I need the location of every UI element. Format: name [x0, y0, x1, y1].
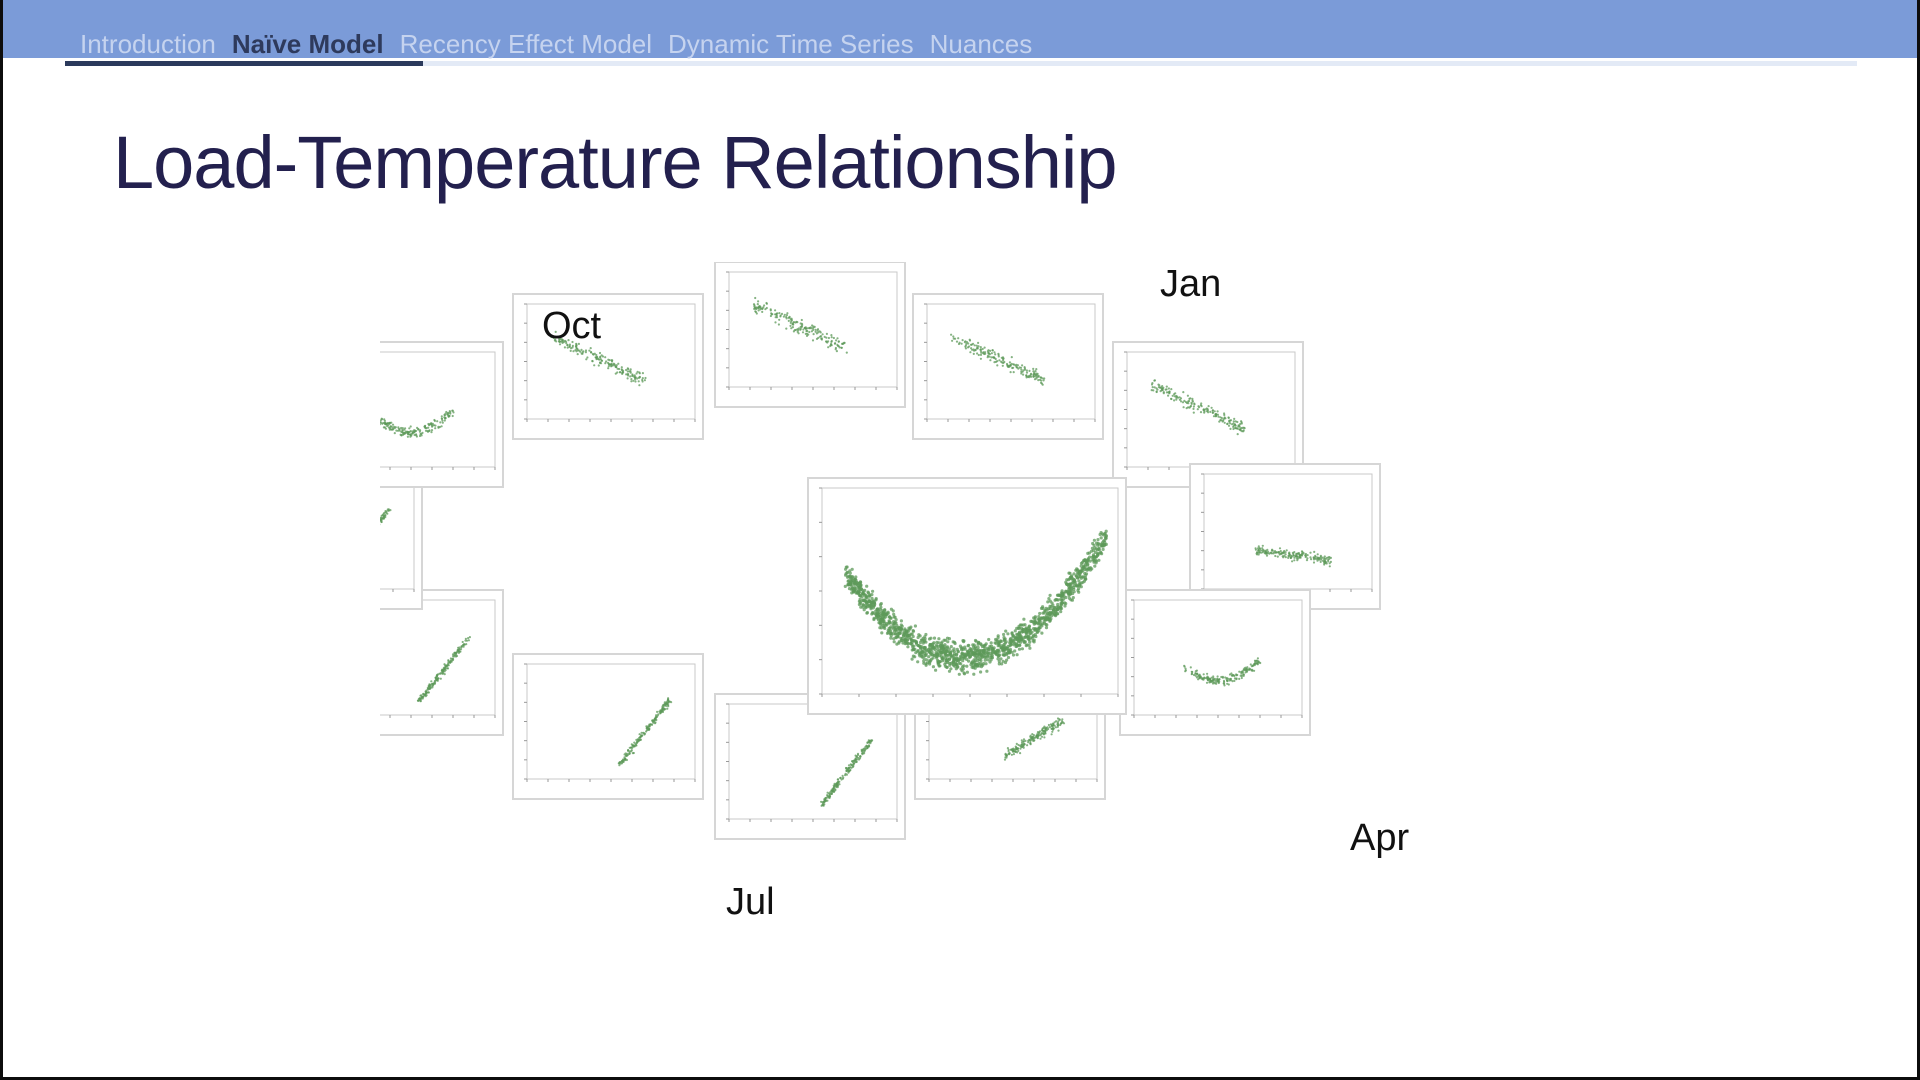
section-nav: Introduction Naïve Model Recency Effect … — [80, 24, 1032, 64]
slide-title: Load-Temperature Relationship — [113, 121, 1117, 204]
panel-jan — [912, 293, 1104, 440]
month-label-oct: Oct — [542, 305, 602, 347]
panel-jun — [714, 693, 906, 840]
panel-jul — [512, 653, 704, 800]
section-progress-track — [65, 61, 1857, 66]
navigation-bar: Introduction Naïve Model Recency Effect … — [3, 0, 1917, 59]
nav-item-nuances[interactable]: Nuances — [929, 29, 1033, 59]
panel-apr — [1119, 589, 1311, 736]
panel-aug — [380, 589, 504, 736]
nav-item-dynamic-time-series[interactable]: Dynamic Time Series — [668, 29, 914, 59]
month-label-apr: Apr — [1350, 817, 1409, 859]
panel-feb — [1112, 341, 1304, 488]
nav-item-introduction[interactable]: Introduction — [80, 29, 216, 59]
panel-sep — [380, 463, 423, 610]
panel-dec — [714, 262, 906, 408]
panel-annual — [807, 477, 1127, 715]
nav-item-recency-effect-model[interactable]: Recency Effect Model — [399, 29, 653, 59]
scatter-panels — [380, 262, 1381, 840]
nav-item-naive-model[interactable]: Naïve Model — [231, 29, 384, 59]
month-label-jan: Jan — [1160, 263, 1221, 305]
scatter-plot-montage: Jan Apr Jul Oct — [380, 262, 1409, 923]
month-label-jul: Jul — [726, 881, 775, 923]
panel-nov — [512, 293, 704, 440]
section-progress-fill — [65, 61, 424, 66]
panel-mar — [1189, 463, 1381, 610]
panel-oct — [380, 341, 504, 488]
